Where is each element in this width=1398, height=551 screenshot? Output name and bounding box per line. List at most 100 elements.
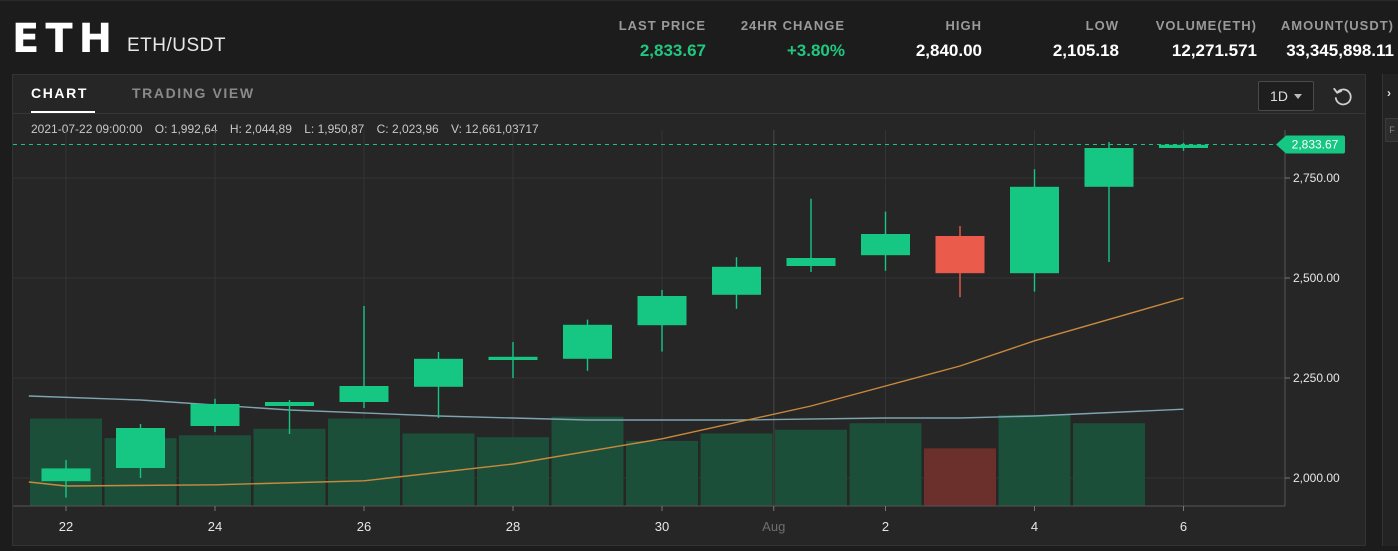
stat-value: +3.80% <box>786 41 845 60</box>
stat-value: 2,105.18 <box>1052 41 1119 60</box>
stat-value: 12,271.571 <box>1171 41 1257 60</box>
x-tick-label: 28 <box>506 519 520 534</box>
candle-body <box>637 296 687 326</box>
stat-label: 24HR CHANGE <box>740 18 845 33</box>
stat-low: LOW 2,105.18 <box>1018 17 1119 61</box>
candle-up <box>414 352 463 418</box>
candle-body <box>265 402 314 406</box>
ohlc-legend: 2021-07-22 09:00:00 O: 1,992,64 H: 2,044… <box>31 122 548 136</box>
x-tick-label: 30 <box>655 519 669 534</box>
legend-low: L: 1,950,87 <box>304 122 365 136</box>
volume-bar <box>1073 423 1145 506</box>
candle-body <box>786 258 836 266</box>
stat-label: LAST PRICE <box>618 18 706 33</box>
stat-volume: VOLUME(ETH) 12,271.571 <box>1146 17 1257 61</box>
volume-bar <box>700 433 773 506</box>
x-tick-label: 6 <box>1180 519 1187 534</box>
stat-amount: AMOUNT(USDT) 33,345,898.11 <box>1266 17 1394 61</box>
x-tick-label: 24 <box>208 519 222 534</box>
candle-body <box>190 404 240 426</box>
candle-up <box>786 198 836 272</box>
legend-datetime: 2021-07-22 09:00:00 <box>31 122 143 136</box>
stat-label: HIGH <box>945 18 982 33</box>
y-tick-label: 2,500.00 <box>1293 271 1340 285</box>
stat-label: LOW <box>1085 18 1119 33</box>
candle-body <box>1084 148 1134 187</box>
candle-up <box>563 319 612 371</box>
candle-body <box>116 428 165 468</box>
interval-value: 1D <box>1270 88 1288 104</box>
candle-up <box>1084 142 1134 262</box>
volume-bar <box>551 416 624 506</box>
volume-bar <box>328 418 400 506</box>
last-price-marker: 2,833.67 <box>13 135 1345 154</box>
y-tick-label: 2,000.00 <box>1293 471 1340 485</box>
candle-up <box>265 400 314 434</box>
legend-high: H: 2,044,89 <box>229 122 292 136</box>
candle-up <box>861 211 910 271</box>
volume-bar <box>998 414 1071 506</box>
candle-up <box>1010 169 1059 292</box>
symbol-title: ETH <box>12 16 119 62</box>
stat-label: VOLUME(ETH) <box>1155 18 1257 33</box>
candle-body <box>861 234 910 256</box>
x-tick-label: Aug <box>762 519 785 534</box>
legend-volume: V: 12,661,03717 <box>451 122 539 136</box>
candle-up <box>488 342 538 378</box>
candle-body <box>712 266 761 295</box>
volume-bar <box>924 448 996 506</box>
candle-body <box>41 468 91 482</box>
candle-down <box>935 226 985 298</box>
candle-body <box>488 356 538 360</box>
stat-value: 33,345,898.11 <box>1286 41 1394 60</box>
candle-up <box>116 424 165 478</box>
chevron-down-icon <box>1293 93 1302 99</box>
candle-body <box>1010 186 1059 274</box>
last-price-pointer <box>1276 135 1286 154</box>
candle-up <box>41 460 91 498</box>
y-tick-label: 2,250.00 <box>1293 371 1340 385</box>
y-tick-label: 2,750.00 <box>1293 171 1340 185</box>
interval-select[interactable]: 1D <box>1258 81 1314 111</box>
tab-trading-view[interactable]: TRADING VIEW <box>132 85 255 101</box>
candle-up <box>339 306 389 408</box>
volume-bar <box>253 428 326 506</box>
tabs-divider <box>13 113 1365 114</box>
candle-body <box>339 386 389 402</box>
x-tick-label: 26 <box>357 519 371 534</box>
side-panel-tab[interactable]: F <box>1385 118 1398 142</box>
volume-bars <box>30 414 1145 506</box>
volume-bar <box>849 423 922 506</box>
candle-up <box>190 398 240 432</box>
stat-label: AMOUNT(USDT) <box>1280 18 1394 33</box>
x-tick-label: 4 <box>1031 519 1038 534</box>
active-tab-indicator <box>31 111 95 113</box>
stat-value: 2,840.00 <box>915 41 982 60</box>
candles <box>41 142 1208 498</box>
candle-up <box>637 290 687 352</box>
stat-last-price: LAST PRICE 2,833.67 <box>606 17 706 61</box>
candle-body <box>1159 144 1208 148</box>
stat-high: HIGH 2,840.00 <box>880 17 982 61</box>
volume-bar <box>179 435 251 506</box>
last-price-badge <box>1285 135 1345 154</box>
x-tick-label: 22 <box>59 519 73 534</box>
trading-pair: ETH/USDT <box>127 35 226 56</box>
candle-body <box>935 236 985 274</box>
candle-up <box>1159 142 1208 151</box>
x-tick-label: 2 <box>882 519 889 534</box>
volume-bar <box>626 440 698 506</box>
tab-chart[interactable]: CHART <box>31 85 88 101</box>
reset-icon[interactable] <box>1331 84 1355 108</box>
chevron-right-icon[interactable]: › <box>1387 86 1391 100</box>
candle-body <box>414 358 463 387</box>
stat-value: 2,833.67 <box>639 41 706 60</box>
last-price-label: 2,833.67 <box>1292 138 1339 152</box>
candle-up <box>712 257 761 309</box>
candle-body <box>563 324 612 359</box>
volume-bar <box>775 429 847 506</box>
stat-24hr-change: 24HR CHANGE +3.80% <box>724 17 845 61</box>
side-panel-toggle[interactable]: › F <box>1382 74 1398 546</box>
